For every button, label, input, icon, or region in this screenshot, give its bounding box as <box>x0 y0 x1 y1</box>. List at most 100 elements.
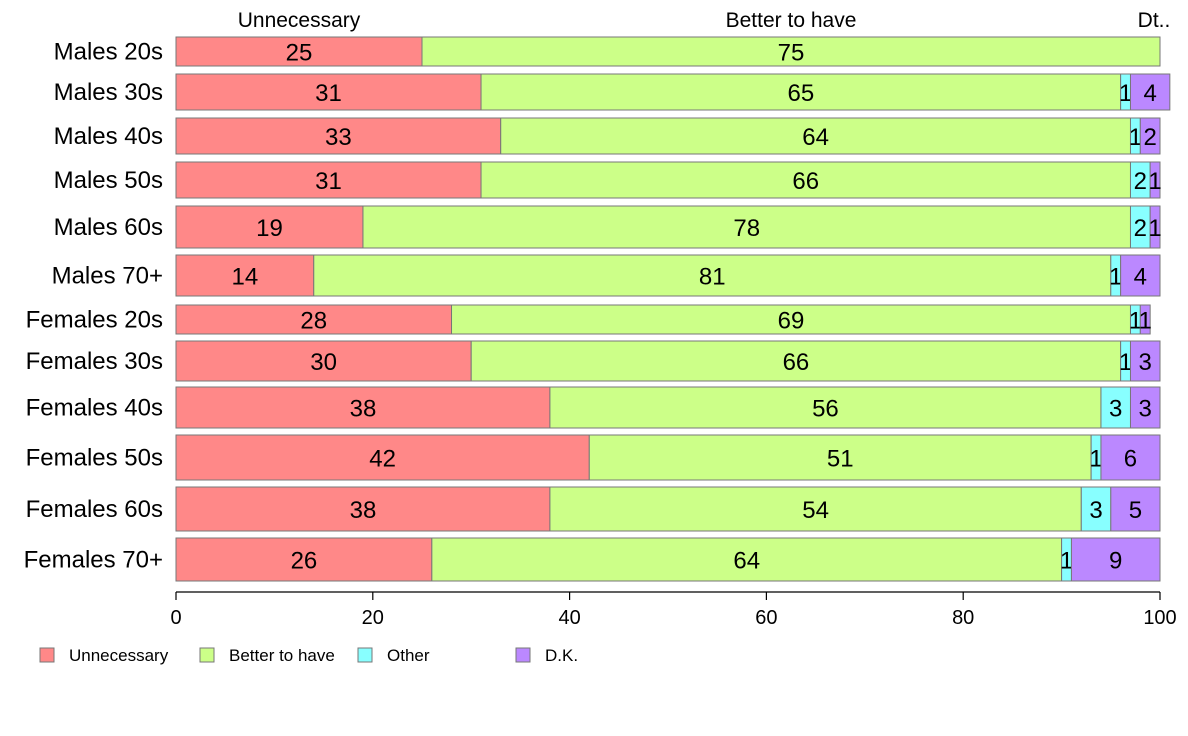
category-label: Females 50s <box>26 445 163 472</box>
bar-value-label: 1 <box>1119 80 1132 107</box>
bar-value-label: 1 <box>1139 308 1152 335</box>
bar-segment-unnecessary <box>175 340 472 382</box>
category-label: Females 70+ <box>24 547 163 574</box>
bar-segment-unnecessary <box>175 386 551 429</box>
bar-segment-d-k <box>1139 117 1161 155</box>
bar-value-label: 30 <box>310 349 337 376</box>
bar-segment-better-to-have <box>549 386 1102 429</box>
bar-segment-unnecessary <box>175 304 453 335</box>
bar-value-label: 38 <box>350 497 377 524</box>
top-series-label: Better to have <box>726 9 857 32</box>
x-tick-label: 40 <box>558 607 580 629</box>
x-tick-label: 20 <box>362 607 384 629</box>
legend-label: D.K. <box>545 646 578 665</box>
bar-value-label: 2 <box>1143 124 1156 151</box>
bar-value-label: 78 <box>733 215 760 242</box>
bar-value-label: 14 <box>232 264 259 291</box>
x-tick-label: 100 <box>1143 607 1176 629</box>
bar-value-label: 64 <box>733 548 760 575</box>
top-series-label: Unnecessary <box>238 9 361 32</box>
bar-segment-d-k <box>1110 486 1161 532</box>
bar-segment-better-to-have <box>480 161 1131 199</box>
legend-swatch <box>357 647 373 663</box>
bar-value-label: 38 <box>350 396 377 423</box>
bar-value-label: 81 <box>699 264 726 291</box>
bar-segment-unnecessary <box>175 117 502 155</box>
legend-label: Better to have <box>229 646 335 665</box>
bar-value-label: 42 <box>369 446 396 473</box>
bar-value-label: 26 <box>291 548 318 575</box>
bar-segment-d-k <box>1070 537 1161 582</box>
category-label: Males 20s <box>54 39 163 66</box>
bar-value-label: 3 <box>1109 396 1122 423</box>
bar-value-label: 33 <box>325 124 352 151</box>
bar-segment-d-k <box>1129 340 1161 382</box>
bar-segment-better-to-have <box>500 117 1131 155</box>
bar-value-label: 1 <box>1089 446 1102 473</box>
legend-swatch <box>515 647 531 663</box>
bar-value-label: 2 <box>1134 215 1147 242</box>
bar-value-label: 1 <box>1148 215 1161 242</box>
top-series-label: Dt.. <box>1138 9 1171 32</box>
bar-segment-unnecessary <box>175 205 364 249</box>
bar-value-label: 1 <box>1129 308 1142 335</box>
bar-value-label: 31 <box>315 168 342 195</box>
legend-label: Unnecessary <box>69 646 169 665</box>
bar-value-label: 65 <box>787 80 814 107</box>
x-tick-label: 80 <box>952 607 974 629</box>
bar-segment-d-k <box>1149 161 1161 199</box>
bar-segment-other <box>1100 386 1131 429</box>
bar-value-label: 66 <box>792 168 819 195</box>
x-tick-label: 60 <box>755 607 777 629</box>
bar-value-label: 51 <box>827 446 854 473</box>
legend-label: Other <box>387 646 430 665</box>
category-label: Males 40s <box>54 123 163 150</box>
category-label: Males 50s <box>54 167 163 194</box>
bar-value-label: 31 <box>315 80 342 107</box>
bar-segment-better-to-have <box>421 36 1161 67</box>
bar-segment-unnecessary <box>175 537 433 582</box>
category-label: Females 40s <box>26 395 163 422</box>
bar-value-label: 1 <box>1119 349 1132 376</box>
bar-value-label: 3 <box>1089 497 1102 524</box>
bar-value-label: 75 <box>778 40 805 67</box>
bar-value-label: 4 <box>1134 264 1147 291</box>
bar-value-label: 28 <box>300 308 327 335</box>
bar-value-label: 4 <box>1143 80 1156 107</box>
bar-value-label: 1 <box>1148 168 1161 195</box>
bar-segment-other <box>1080 486 1112 532</box>
bar-segment-better-to-have <box>549 486 1082 532</box>
legend-swatch <box>39 647 55 663</box>
bar-segment-d-k <box>1129 386 1161 429</box>
category-label: Males 70+ <box>52 263 163 290</box>
bar-value-label: 1 <box>1129 124 1142 151</box>
category-label: Females 20s <box>26 307 163 334</box>
bar-segment-d-k <box>1129 73 1171 111</box>
bar-value-label: 9 <box>1109 548 1122 575</box>
bar-segment-unnecessary <box>175 161 482 199</box>
category-label: Males 30s <box>54 79 163 106</box>
bar-value-label: 54 <box>802 497 829 524</box>
bar-value-label: 1 <box>1060 548 1073 575</box>
bar-segment-better-to-have <box>451 304 1131 335</box>
bar-value-label: 3 <box>1139 396 1152 423</box>
bar-value-label: 66 <box>783 349 810 376</box>
legend-swatch <box>199 647 215 663</box>
bar-segment-d-k <box>1149 205 1161 249</box>
bar-value-label: 5 <box>1129 497 1142 524</box>
bar-segment-d-k <box>1139 304 1151 335</box>
bar-segment-better-to-have <box>588 434 1092 481</box>
bar-value-label: 25 <box>286 40 313 67</box>
category-label: Males 60s <box>54 214 163 241</box>
bar-value-label: 2 <box>1134 168 1147 195</box>
bar-segment-unnecessary <box>175 486 551 532</box>
bar-segment-unnecessary <box>175 36 423 67</box>
category-label: Females 60s <box>26 496 163 523</box>
bar-value-label: 56 <box>812 396 839 423</box>
category-label: Females 30s <box>26 348 163 375</box>
bar-value-label: 64 <box>802 124 829 151</box>
bar-value-label: 69 <box>778 308 805 335</box>
bar-segment-better-to-have <box>431 537 1063 582</box>
bar-value-label: 3 <box>1139 349 1152 376</box>
